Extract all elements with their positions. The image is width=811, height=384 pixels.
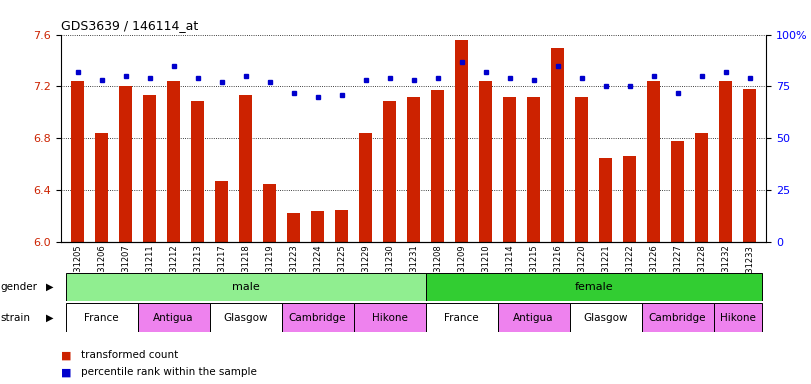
Bar	[498, 303, 569, 332]
Bar	[743, 89, 756, 242]
Bar	[695, 133, 708, 242]
Bar	[426, 273, 762, 301]
Bar	[354, 303, 426, 332]
Bar	[71, 81, 84, 242]
Text: ■: ■	[61, 367, 71, 377]
Bar	[383, 101, 397, 242]
Text: female: female	[574, 282, 613, 292]
Text: Antigua: Antigua	[153, 313, 194, 323]
Text: male: male	[232, 282, 260, 292]
Text: GDS3639 / 146114_at: GDS3639 / 146114_at	[61, 19, 198, 32]
Text: Hikone: Hikone	[719, 313, 756, 323]
Bar	[569, 303, 642, 332]
Text: Cambridge: Cambridge	[649, 313, 706, 323]
Bar	[599, 158, 612, 242]
Text: percentile rank within the sample: percentile rank within the sample	[81, 367, 257, 377]
Bar	[527, 97, 540, 242]
Bar	[138, 303, 209, 332]
Text: gender: gender	[1, 282, 38, 292]
Bar	[281, 303, 354, 332]
Bar	[426, 303, 498, 332]
Text: strain: strain	[1, 313, 31, 323]
Bar	[671, 141, 684, 242]
Bar	[263, 184, 277, 242]
Bar	[215, 181, 228, 242]
Bar	[209, 303, 281, 332]
Bar	[66, 303, 138, 332]
Bar	[431, 90, 444, 242]
Text: Cambridge: Cambridge	[289, 313, 346, 323]
Bar	[359, 133, 372, 242]
Text: Hikone: Hikone	[371, 313, 408, 323]
Bar	[95, 133, 108, 242]
Text: ▶: ▶	[46, 282, 54, 292]
Bar	[143, 96, 157, 242]
Text: transformed count: transformed count	[81, 350, 178, 360]
Bar	[647, 81, 660, 242]
Text: France: France	[444, 313, 479, 323]
Bar	[719, 81, 732, 242]
Text: Antigua: Antigua	[513, 313, 554, 323]
Bar	[287, 214, 300, 242]
Bar	[239, 96, 252, 242]
Bar	[66, 273, 426, 301]
Bar	[335, 210, 348, 242]
Bar	[551, 48, 564, 242]
Bar	[167, 81, 180, 242]
Bar	[575, 97, 588, 242]
Bar	[407, 97, 420, 242]
Bar	[503, 97, 517, 242]
Text: ▶: ▶	[46, 313, 54, 323]
Bar	[642, 303, 714, 332]
Bar	[479, 81, 492, 242]
Bar	[311, 211, 324, 242]
Text: Glasgow: Glasgow	[223, 313, 268, 323]
Bar	[119, 86, 132, 242]
Bar	[714, 303, 762, 332]
Bar	[191, 101, 204, 242]
Bar	[623, 156, 636, 242]
Text: Glasgow: Glasgow	[583, 313, 628, 323]
Bar	[455, 40, 468, 242]
Text: France: France	[84, 313, 119, 323]
Text: ■: ■	[61, 350, 71, 360]
